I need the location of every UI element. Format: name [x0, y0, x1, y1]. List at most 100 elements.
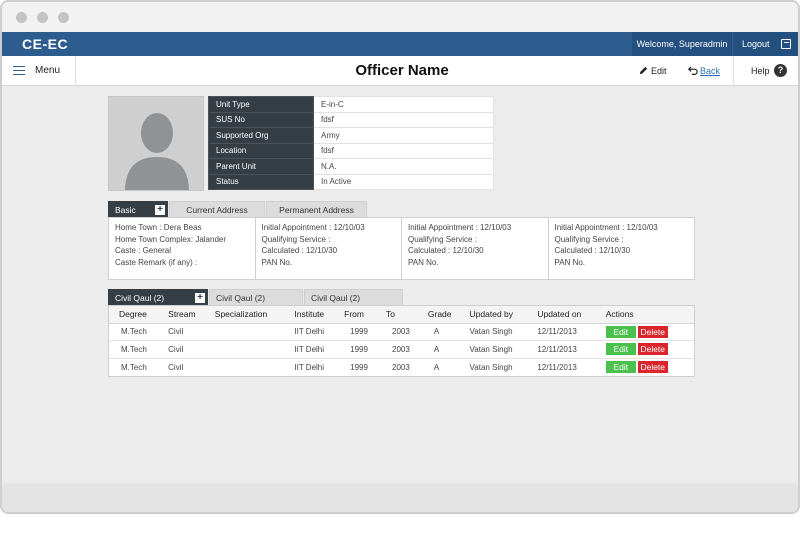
table-cell — [210, 340, 291, 359]
basic-line: Initial Appointment : 12/10/03 — [408, 223, 512, 232]
page-title: Officer Name — [355, 62, 449, 79]
table-cell: 2003 — [382, 340, 424, 359]
actions-cell: Edit Delete — [601, 323, 694, 341]
basic-info-panel: Home Town : Dera Beas Home Town Complex:… — [108, 217, 695, 280]
column-header: Degree — [109, 306, 165, 324]
table-cell: 12/11/2013 — [533, 323, 602, 341]
table-cell: IIT Delhi — [294, 362, 325, 372]
footer-band — [2, 483, 798, 512]
help-button[interactable]: Help ? — [733, 56, 798, 86]
brand-logo: CE-EC — [22, 36, 69, 52]
table-cell: 12/11/2013 — [537, 362, 577, 372]
table-cell: Vatan Singh — [465, 323, 534, 341]
info-value: In Active — [313, 173, 494, 190]
table-cell: IIT Delhi — [290, 323, 341, 341]
basic-col-4: Initial Appointment : 12/10/03 Qualifyin… — [549, 218, 695, 279]
column-header: Stream — [164, 306, 211, 324]
basic-line: Calculated : 12/10/30 — [261, 246, 338, 255]
table-cell: Vatan Singh — [465, 340, 534, 359]
basic-line: Calculated : 12/10/30 — [554, 246, 631, 255]
tab-basic[interactable]: Basic + — [108, 201, 168, 217]
window-dot — [37, 12, 48, 23]
help-label: Help — [751, 66, 770, 76]
basic-line: Caste Remark (if any) : — [115, 257, 198, 267]
welcome-text: Welcome, Superadmin — [632, 32, 732, 56]
table-cell: A — [423, 323, 466, 341]
info-row: Unit Type E-in-C — [208, 96, 494, 113]
basic-col-1: Home Town : Dera Beas Home Town Complex:… — [109, 218, 256, 279]
table-cell — [210, 323, 291, 341]
info-row: Status In Active — [208, 173, 494, 190]
qualification-table: Degree Stream Specialization Institute From T… — [109, 306, 694, 376]
table-row: M.Tech Civil IIT Delhi 1999 2003 A Vatan Singh… — [109, 340, 694, 359]
info-value: N.A. — [313, 158, 494, 175]
table-cell: A — [433, 362, 440, 372]
tab-civil-qual-2[interactable]: Civil Qaul (2) — [209, 289, 303, 305]
basic-line: PAN No. — [554, 257, 586, 267]
edit-button[interactable]: Edit — [639, 66, 667, 76]
window-chrome — [2, 2, 798, 32]
window-dot — [58, 12, 69, 23]
table-row: M.Tech Civil IIT Delhi 1999 2003 A Vatan Singh… — [109, 358, 694, 376]
basic-line: PAN No. — [261, 257, 293, 267]
basic-line: Initial Appointment : 12/10/03 — [261, 223, 365, 232]
basic-line: Initial Appointment : 12/10/03 — [554, 223, 658, 232]
table-cell: 1999 — [350, 362, 368, 372]
info-label: Location — [208, 142, 314, 159]
basic-col-2: Initial Appointment : 12/10/03 Qualifyin… — [256, 218, 402, 279]
profile-info-table: Unit Type E-in-C SUS No fdsf Supported Org Ar… — [208, 96, 494, 190]
info-value: Army — [313, 127, 494, 144]
row-edit-button[interactable]: Edit — [605, 325, 636, 338]
table-cell: M.Tech — [121, 362, 147, 372]
basic-line: Qualifying Service : — [408, 234, 477, 244]
table-cell: Civil — [164, 323, 211, 341]
edit-label: Edit — [651, 66, 667, 76]
basic-line: Caste : General — [115, 246, 172, 255]
basic-line: PAN No. — [408, 257, 439, 267]
info-row: Parent Unit N.A. — [208, 158, 494, 175]
plus-icon[interactable]: + — [155, 205, 165, 215]
info-row: SUS No fdsf — [208, 111, 494, 128]
top-header: CE-EC Welcome, Superadmin Logout — [2, 32, 798, 56]
qualification-panel: Degree Stream Specialization Institute From T… — [108, 305, 695, 377]
info-label: SUS No — [208, 111, 314, 128]
basic-line: Home Town Complex: Jalander — [115, 234, 227, 244]
table-cell: 1999 — [340, 340, 383, 359]
sub-header: Menu Officer Name Edit Back Help ? — [2, 56, 798, 86]
row-delete-button[interactable]: Delete — [637, 361, 668, 373]
column-header: From — [340, 306, 383, 324]
table-cell: 2003 — [392, 362, 410, 372]
tab-civil-qual-3[interactable]: Civil Qaul (2) — [304, 289, 403, 305]
info-label: Status — [208, 173, 314, 190]
actions-cell: Edit Delete — [602, 358, 694, 376]
info-label: Unit Type — [208, 96, 314, 113]
basic-line: Calculated : 12/10/30 — [408, 246, 484, 255]
info-value: fdsf — [313, 111, 494, 128]
table-cell: IIT Delhi — [290, 340, 341, 359]
table-cell: Civil — [168, 362, 184, 372]
row-delete-button[interactable]: Delete — [637, 343, 668, 356]
column-header: Grade — [423, 306, 466, 324]
table-cell: Civil — [164, 340, 211, 359]
row-delete-button[interactable]: Delete — [637, 325, 668, 338]
tab-basic-label: Basic — [115, 205, 136, 215]
row-edit-button[interactable]: Edit — [605, 343, 636, 356]
plus-icon[interactable]: + — [195, 293, 205, 303]
row-edit-button[interactable]: Edit — [605, 361, 636, 373]
back-label: Back — [700, 66, 721, 76]
tab-current-address[interactable]: Current Address — [169, 201, 265, 217]
avatar — [108, 96, 204, 191]
hamburger-icon — [13, 66, 25, 75]
logout-button[interactable]: Logout — [733, 32, 798, 56]
column-header: Updated by — [465, 306, 534, 324]
table-cell: M.Tech — [109, 340, 165, 359]
table-cell: 12/11/2013 — [533, 340, 602, 359]
tab-civil-qual-1[interactable]: Civil Qaul (2) + — [108, 289, 208, 305]
table-cell: M.Tech — [109, 323, 165, 341]
info-row: Supported Org Army — [208, 127, 494, 144]
menu-button[interactable]: Menu — [2, 56, 76, 86]
tab-permanent-address[interactable]: Permanent Address — [266, 201, 367, 217]
back-link[interactable]: Back — [687, 66, 721, 76]
tab-civil-qual-label: Civil Qaul (2) — [115, 293, 165, 303]
info-value: E-in-C — [313, 96, 494, 113]
